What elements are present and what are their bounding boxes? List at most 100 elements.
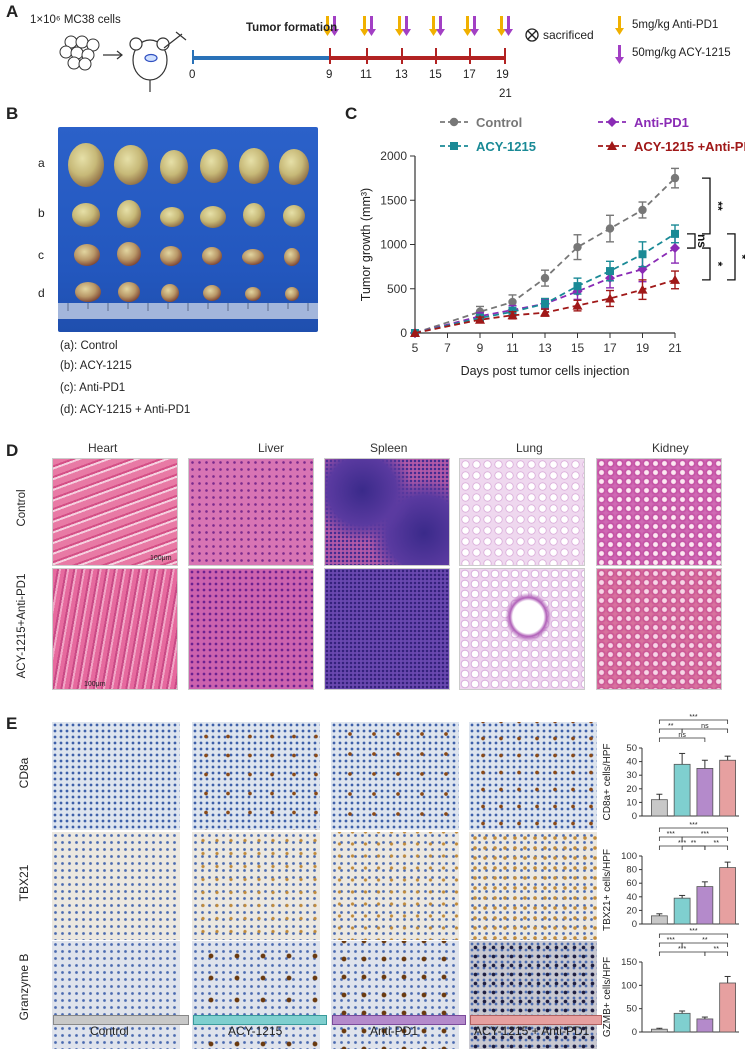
legend-marker	[607, 117, 617, 127]
row-label-a: a	[38, 156, 45, 170]
significance-label: *	[735, 255, 745, 260]
row-label-c: c	[38, 248, 44, 262]
significance-label: ***	[689, 928, 697, 935]
panel-label-d: D	[6, 441, 19, 460]
ihc-tbx21-antipd1	[331, 832, 459, 940]
organ-liver: Liver	[258, 441, 285, 455]
he-spleen-combo	[324, 568, 450, 690]
panel-label-a: A	[6, 2, 19, 21]
bar	[651, 915, 668, 925]
significance-bracket	[658, 933, 729, 938]
y-tick-label: 500	[387, 282, 407, 296]
significance-bracket	[681, 836, 729, 841]
day-tick: 9	[326, 69, 333, 81]
organ-spleen: Spleen	[370, 441, 408, 455]
data-point	[638, 205, 647, 215]
bracket-acy-antipd1	[687, 233, 696, 249]
group-band	[193, 1015, 327, 1025]
data-point	[637, 284, 648, 294]
ihc-tbx21-control	[52, 832, 180, 940]
bar	[673, 763, 691, 817]
bar	[719, 982, 736, 1033]
data-point	[508, 297, 517, 307]
row-label-b: b	[38, 206, 45, 220]
panel-label-c: C	[345, 104, 358, 123]
significance-label: ***	[678, 840, 686, 847]
he-liver-control	[188, 458, 314, 566]
data-point	[573, 242, 582, 252]
row-label-granzyme-b: Granzyme B	[17, 953, 31, 1021]
bar	[696, 886, 714, 925]
x-tick-label: 9	[477, 341, 484, 355]
day-tick: 15	[429, 69, 442, 81]
significance-label: ***	[667, 937, 675, 944]
significance-label: ***	[678, 946, 686, 953]
data-point	[410, 328, 420, 337]
data-point	[638, 250, 647, 259]
ihc-gzmb-combo	[469, 941, 597, 1049]
significance-label: **	[691, 840, 697, 847]
y-axis-label: TBX21+ cells/HPF	[602, 849, 613, 931]
x-axis-label: Days post tumor cells injection	[461, 364, 630, 378]
he-heart-combo	[52, 568, 178, 690]
bar	[651, 799, 668, 817]
y-tick-label: 40	[626, 892, 637, 903]
legend-label: ACY-1215 +Anti-PD1	[634, 139, 745, 154]
row-label-cd8a: CD8a	[17, 757, 31, 789]
y-tick-label: 40	[626, 757, 637, 768]
arrow-icon	[103, 50, 123, 60]
bar	[673, 897, 691, 925]
row-label-tbx21: TBX21	[17, 864, 31, 902]
y-tick-label: 50	[626, 1004, 637, 1015]
ihc-cd8a-acy1215	[192, 722, 320, 830]
ihc-gzmb-acy1215	[192, 941, 320, 1049]
scale-bar-label: 100μm	[84, 681, 106, 688]
significance-label: ns	[678, 732, 686, 739]
group-band	[470, 1015, 602, 1025]
y-axis-label: GZMB+ cells/HPF	[602, 957, 613, 1037]
cells-label: 1×10⁶ MC38 cells	[30, 14, 121, 26]
ihc-gzmb-antipd1	[331, 941, 459, 1049]
legend-acy-1215: 50mg/kg ACY-1215	[632, 47, 731, 59]
significance-label: ***	[701, 831, 709, 838]
data-point	[670, 173, 680, 183]
legend-b-0: (a): Control	[60, 340, 118, 352]
y-tick-label: 0	[400, 326, 407, 340]
bracket-antipd1-combo	[702, 247, 711, 281]
ihc-tbx21-acy1215	[192, 832, 320, 940]
row-label-d: d	[38, 286, 45, 300]
bracket-control-combo	[702, 177, 711, 235]
day-tick: 21	[499, 88, 512, 100]
tumor-formation-label: Tumor formation	[246, 22, 338, 34]
ihc-gzmb-control	[52, 941, 180, 1049]
data-point	[540, 307, 550, 317]
he-lung-control	[459, 458, 585, 566]
significance-label: ***	[689, 714, 697, 721]
row-label-control-d: Control	[16, 489, 28, 527]
data-point	[670, 243, 680, 254]
significance-label: ***	[689, 822, 697, 829]
legend-marker	[607, 141, 617, 150]
y-tick-label: 0	[632, 811, 637, 822]
significance-bracket	[681, 845, 706, 850]
series-3	[410, 270, 680, 337]
series-line	[414, 177, 676, 334]
he-kidney-combo	[596, 568, 722, 690]
day-tick: 13	[395, 69, 408, 81]
legend-marker	[450, 142, 458, 150]
y-tick-label: 60	[626, 878, 637, 889]
timeline-diagram	[59, 16, 624, 92]
legend-arrow-anti-pd1	[615, 16, 624, 35]
he-heart-control	[52, 458, 178, 566]
group-label-control: Control	[90, 1024, 129, 1038]
series-line	[414, 279, 676, 334]
x-tick-label: 19	[636, 341, 650, 355]
ihc-cd8a-antipd1	[331, 722, 459, 830]
x-tick-label: 11	[506, 341, 519, 355]
data-point	[475, 314, 485, 324]
day-tick: 0	[189, 69, 196, 81]
bar	[673, 1012, 691, 1033]
cell-cluster-icon	[59, 35, 100, 71]
